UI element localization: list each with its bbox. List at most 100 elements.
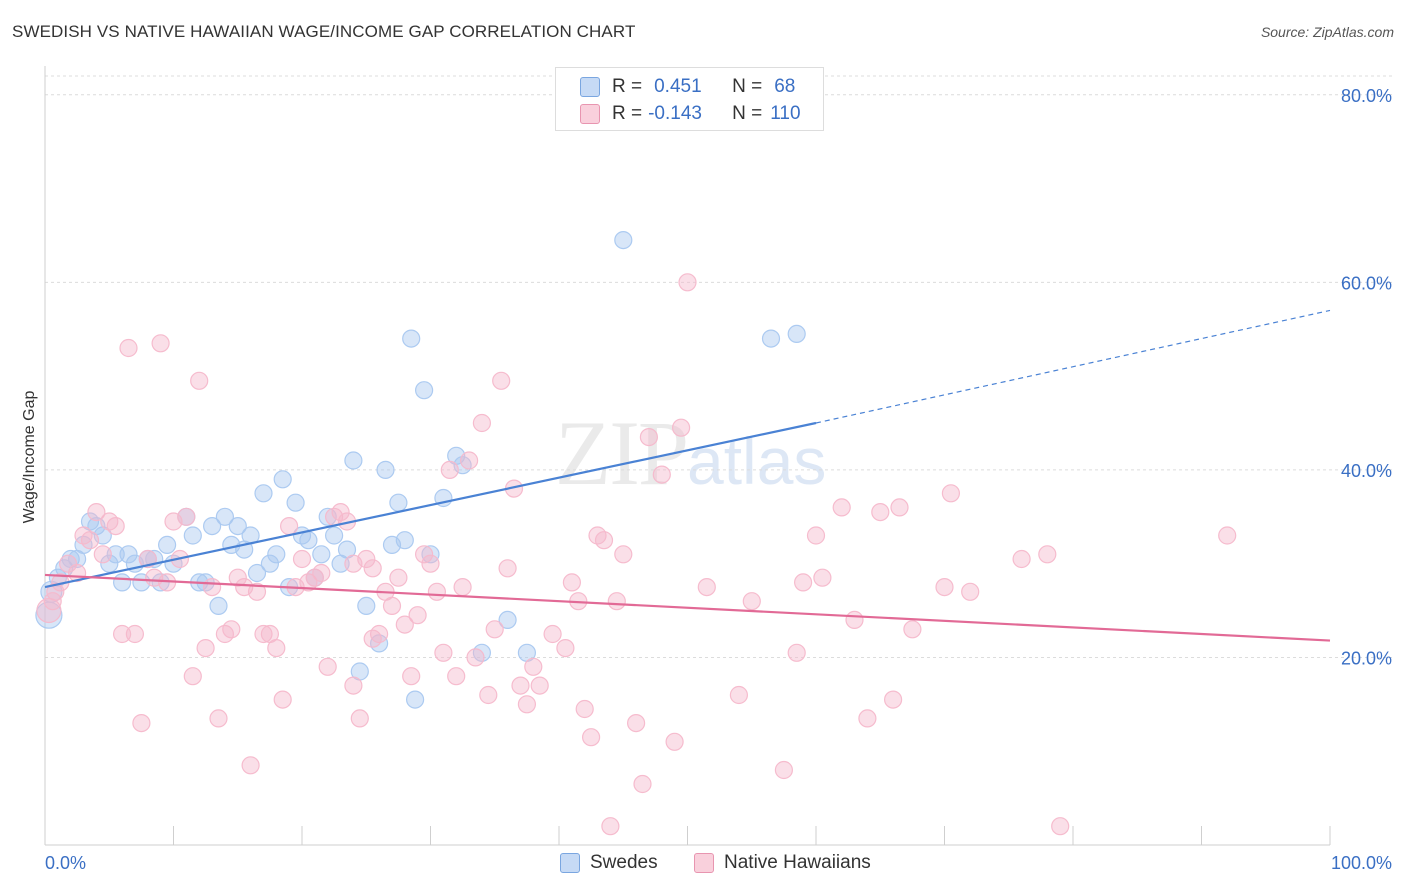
point-swedes [267,545,286,564]
bottom-legend-swatch-swedes [560,853,580,873]
point-hawaiians [678,273,697,292]
point-swedes [247,563,267,583]
point-hawaiians [793,573,813,592]
x-tick-label: 100.0% [1331,853,1392,873]
point-swedes [209,596,228,616]
bottom-legend-label-swedes: Swedes [590,852,658,873]
point-swedes [406,690,425,709]
point-hawaiians [517,695,537,714]
point-hawaiians [614,545,633,564]
point-hawaiians [492,371,511,390]
point-hawaiians [80,531,100,550]
point-swedes [761,329,781,348]
point-hawaiians [607,592,626,611]
point-swedes [260,554,279,573]
grid-lines [45,75,1392,658]
point-swedes [254,484,273,503]
point-hawaiians [350,709,369,728]
point-hawaiians [427,582,446,601]
point-hawaiians [453,577,472,597]
point-hawaiians [479,685,498,705]
point-hawaiians [402,667,421,686]
watermark: ZIPatlas [555,400,826,506]
bottom-legend-hawaiians: Native Hawaiians [694,852,871,874]
point-hawaiians [626,713,646,733]
point-hawaiians [112,624,132,644]
point-hawaiians [601,817,620,836]
point-hawaiians [36,597,62,624]
point-hawaiians [228,568,247,587]
point-swedes [119,545,138,564]
point-hawaiians [665,732,684,751]
axes [44,66,1331,846]
trend-line-swedes-extrapolated [815,309,1331,424]
legend-row-hawaiians: R = -0.143 N = 110 [580,102,801,126]
y-tick-label: 80.0% [1341,86,1392,106]
point-hawaiians [382,596,402,616]
point-swedes [402,329,421,348]
point-hawaiians [151,334,170,353]
legend-swatch-swedes [580,77,600,97]
point-hawaiians [43,592,62,611]
point-hawaiians [93,545,112,564]
bottom-legend: Swedes Native Hawaiians [0,852,1406,876]
point-hawaiians [562,573,582,592]
watermark-zip: ZIP [555,402,689,504]
legend-row-swedes: R = 0.451 N = 68 [580,75,795,99]
legend-r-value: 0.451 [654,76,702,97]
point-hawaiians [652,465,671,484]
y-tick-label: 60.0% [1341,273,1392,293]
point-hawaiians [203,577,222,597]
point-swedes [100,554,119,573]
point-hawaiians [318,657,337,676]
point-swedes [273,470,292,489]
point-swedes [203,516,222,536]
point-hawaiians [813,568,832,587]
point-hawaiians [1051,817,1070,836]
point-hawaiians [357,549,376,569]
point-hawaiians [961,582,980,601]
point-hawaiians [177,507,196,526]
legend-n-value: 110 [770,103,801,124]
point-swedes [299,531,318,550]
point-hawaiians [254,624,273,644]
point-hawaiians [594,531,614,550]
legend-n-label: N = [732,103,763,124]
point-hawaiians [472,413,491,433]
x-tick-label: 0.0% [45,853,86,873]
point-hawaiians [460,451,479,470]
legend-r-label: R = [612,103,643,124]
point-hawaiians [106,516,125,536]
point-hawaiians [787,643,806,662]
point-hawaiians [331,502,350,522]
point-swedes [376,460,395,479]
legend-swatch-hawaiians [580,104,600,124]
point-swedes [614,231,633,250]
point-swedes [215,507,234,526]
tick-labels: 20.0% 40.0% 60.0% 80.0% 0.0% 100.0% Wage/Incom… [21,86,1392,873]
point-hawaiians [742,592,761,611]
point-hawaiians [1218,526,1237,545]
bottom-legend-label-hawaiians: Native Hawaiians [724,852,871,873]
point-swedes [112,573,132,592]
point-swedes [472,643,491,662]
point-hawaiians [633,774,652,794]
point-hawaiians [832,498,851,517]
point-hawaiians [890,498,909,517]
point-swedes [228,516,247,536]
point-hawaiians [903,620,922,639]
point-hawaiians [415,545,434,564]
point-swedes [787,324,806,343]
point-swedes [389,493,408,512]
point-hawaiians [845,610,864,630]
point-swedes [325,526,344,545]
legend-r-value: -0.143 [648,103,702,124]
point-swedes [344,451,363,470]
point-hawaiians [466,648,485,667]
point-swedes [421,545,440,564]
point-swedes [357,596,376,616]
point-hawaiians [1038,545,1057,564]
point-hawaiians [434,643,453,662]
point-hawaiians [485,620,504,639]
